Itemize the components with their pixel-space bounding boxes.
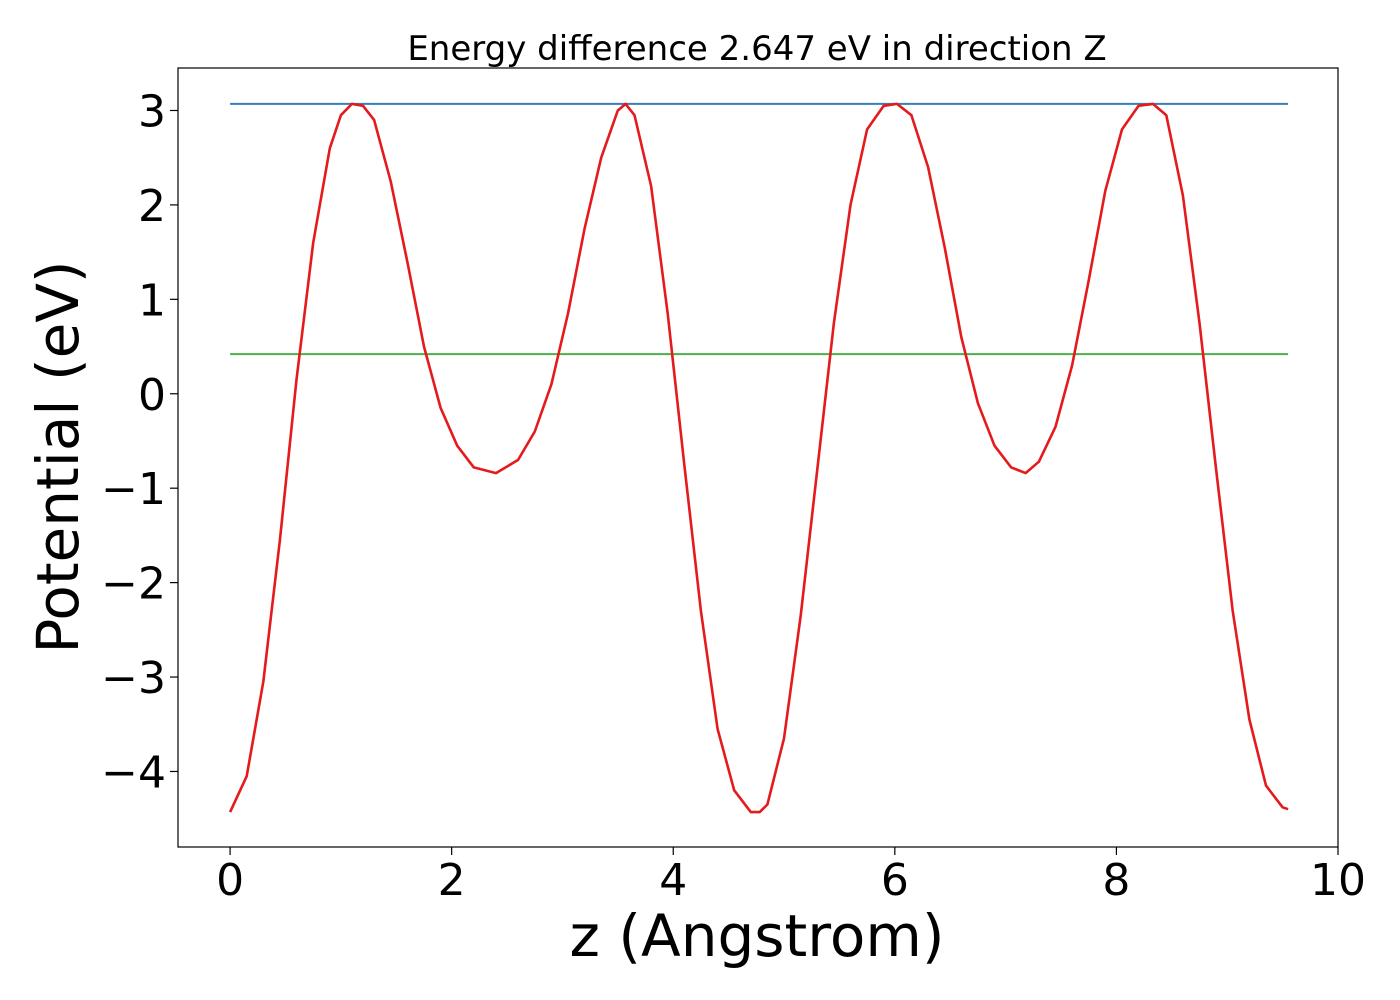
y-tick-label: −3 bbox=[101, 653, 166, 704]
y-tick-label: −2 bbox=[101, 559, 166, 610]
x-axis-label: z (Angstrom) bbox=[570, 902, 945, 970]
y-axis-label: Potential (eV) bbox=[24, 260, 92, 653]
potential-curve bbox=[228, 102, 1289, 814]
y-tick-label: 1 bbox=[138, 275, 166, 326]
y-tick-label: −1 bbox=[101, 464, 166, 515]
axes-frame bbox=[177, 67, 1339, 848]
x-tick-label: 0 bbox=[216, 855, 244, 906]
x-tick-label: 2 bbox=[438, 855, 466, 906]
y-tick-label: 2 bbox=[138, 181, 166, 232]
x-axis: 0 2 4 6 8 10 bbox=[216, 847, 1366, 906]
y-tick-label: −4 bbox=[101, 747, 166, 798]
y-tick-label: 0 bbox=[138, 370, 166, 421]
x-tick-label: 6 bbox=[881, 855, 909, 906]
y-tick-label: 3 bbox=[138, 86, 166, 137]
plot-area bbox=[228, 102, 1289, 814]
x-tick-label: 4 bbox=[659, 855, 687, 906]
x-tick-label: 8 bbox=[1102, 855, 1130, 906]
y-axis: 3 2 1 0 −1 −2 −3 −4 bbox=[101, 86, 178, 798]
chart-title: Energy difference 2.647 eV in direction … bbox=[407, 29, 1106, 69]
x-tick-label: 10 bbox=[1310, 855, 1366, 906]
